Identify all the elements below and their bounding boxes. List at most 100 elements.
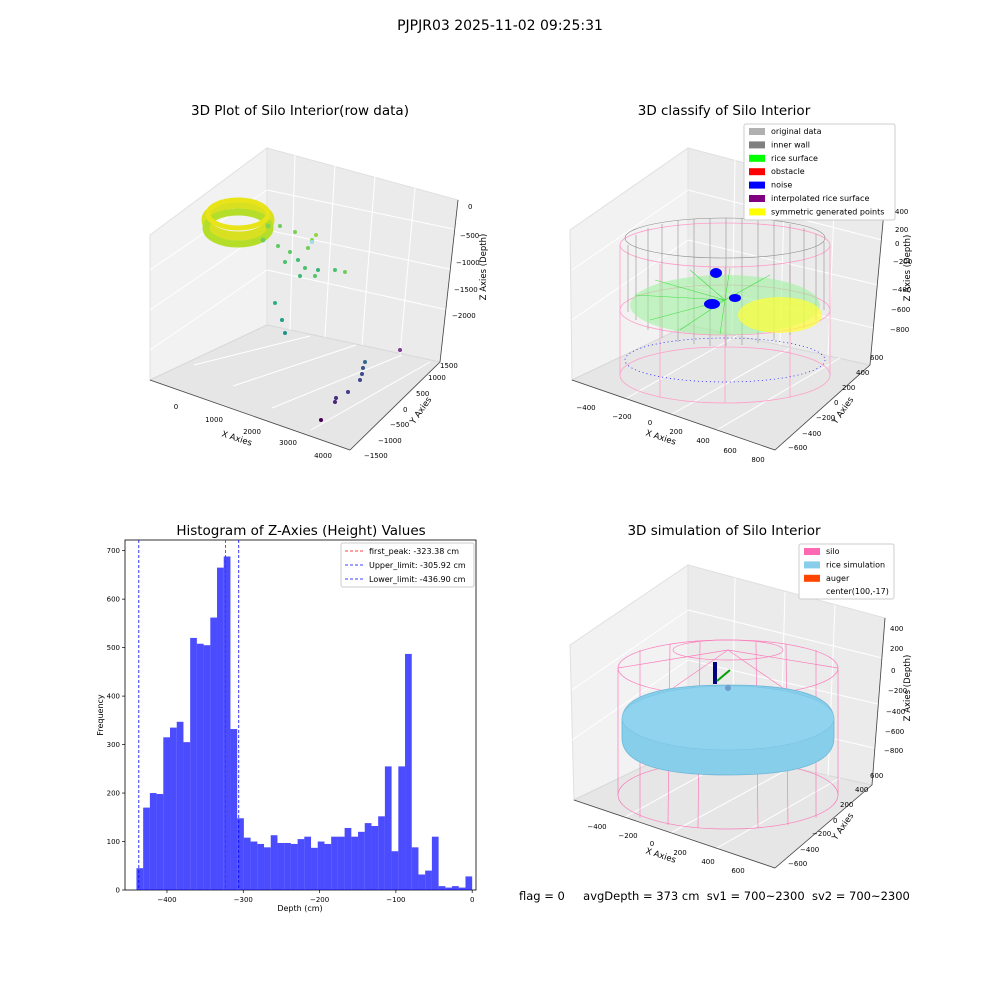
legend-label: auger — [826, 574, 850, 583]
histogram-bar — [297, 839, 305, 890]
legend-swatch — [804, 561, 820, 569]
z-tick: 400 — [890, 625, 903, 633]
x-tick: −400 — [587, 823, 606, 831]
histogram-bar — [277, 842, 285, 890]
histogram-bar — [237, 818, 244, 890]
histogram-bar — [290, 843, 298, 890]
histogram-bar — [351, 836, 359, 890]
y-tick: 200 — [840, 801, 853, 809]
reference-lines — [138, 540, 240, 890]
histogram-bar — [324, 843, 332, 890]
histogram-bar — [270, 835, 278, 890]
x-tick: 4000 — [314, 452, 332, 460]
legend-label: silo — [826, 547, 840, 556]
legend: original data inner wall rice surface obsta… — [743, 123, 896, 221]
x-tick-label: −200 — [310, 896, 329, 904]
pane-back — [266, 147, 459, 363]
y-tick: −200 — [816, 414, 835, 422]
y-tick: −500 — [390, 421, 409, 429]
y-tick-label: 200 — [107, 790, 120, 798]
x-tick: 400 — [696, 437, 709, 445]
histogram-bar — [344, 827, 352, 890]
histogram-bar — [243, 837, 251, 890]
histogram-legend: first_peak: -323.38 cm Upper_limit: -305.… — [340, 542, 475, 588]
legend-swatch — [749, 154, 765, 162]
histogram-bar — [458, 887, 466, 890]
noise-ring — [624, 337, 826, 383]
legend-swatch — [749, 168, 765, 176]
legend-label: original data — [771, 127, 822, 136]
x-axis-label: Depth (cm) — [277, 904, 322, 913]
y-tick: −1000 — [378, 437, 402, 445]
z-tick: −800 — [884, 747, 903, 755]
histogram-bar — [445, 887, 453, 890]
noise-points — [704, 268, 741, 309]
y-tick: 400 — [856, 369, 869, 377]
y-tick: 0 — [833, 817, 837, 825]
flag-value: flag = 0 — [519, 889, 565, 903]
z-tick: 0 — [891, 667, 895, 675]
legend-label: rice surface — [771, 154, 818, 163]
histogram-bar — [431, 836, 439, 890]
panel-title-histogram: Histogram of Z-Axies (Height) Values — [176, 523, 426, 539]
x-tick: 3000 — [279, 439, 297, 447]
z-tick: −200 — [888, 687, 907, 695]
y-tick-label: 400 — [107, 693, 120, 701]
y-tick: −400 — [800, 846, 819, 854]
z-axis-label: Z Axies (Depth) — [903, 235, 913, 302]
x-tick: 0 — [174, 403, 178, 411]
y-tick: 200 — [842, 384, 855, 392]
histogram-bar — [364, 823, 372, 890]
histogram-bar — [196, 643, 204, 890]
histogram-bar — [398, 766, 406, 890]
histogram-bar — [170, 727, 177, 890]
y-tick-label: 600 — [107, 596, 120, 604]
z-axis-label: Z Axies (Depth) — [479, 234, 489, 301]
panel-title-simulation: 3D simulation of Silo Interior — [627, 523, 821, 539]
histogram-bar — [411, 847, 419, 890]
x-tick: 600 — [731, 867, 744, 875]
y-tick: 600 — [870, 354, 883, 362]
y-tick: 1500 — [440, 362, 458, 370]
sv1-value: sv1 = 700~2300 — [706, 889, 805, 903]
histogram-bar — [149, 793, 157, 890]
legend-swatch — [749, 195, 765, 202]
y-tick-label: 500 — [107, 644, 120, 652]
y-axis-label: Frequency — [96, 694, 105, 736]
auger — [713, 662, 731, 691]
sv2-value: sv2 = 700~2300 — [811, 889, 910, 903]
legend-swatch — [749, 141, 765, 149]
raw-ring-points — [201, 197, 275, 248]
x-tick-label: 0 — [470, 896, 474, 904]
figure-title: PJPJR03 2025-11-02 09:25:31 — [397, 18, 603, 34]
x-tick: 200 — [669, 428, 682, 436]
y-tick-label: 100 — [107, 838, 120, 846]
y-tick: −200 — [812, 830, 831, 838]
x-tick-label: −100 — [386, 896, 405, 904]
legend-swatch — [749, 181, 765, 189]
y-tick-label: 700 — [107, 547, 120, 555]
y-axis-ticks: 0 100 200 300 400 500 600 700 — [107, 547, 125, 895]
x-tick: 800 — [751, 456, 764, 464]
y-tick: 0 — [834, 399, 838, 407]
histogram-chart: −400 −300 −200 −100 0 0 100 200 300 400 500 600 700… — [96, 539, 477, 913]
legend-label: Lower_limit: -436.90 cm — [369, 575, 466, 584]
histogram-bar — [250, 841, 258, 890]
y-tick: −1500 — [364, 452, 388, 460]
histogram-bar — [156, 794, 164, 890]
legend-swatch — [749, 208, 765, 216]
symmetric-generated-points — [738, 297, 822, 333]
legend-swatch — [804, 574, 820, 582]
z-tick: −200 — [893, 258, 912, 266]
z-tick: 200 — [890, 645, 903, 653]
x-tick: 0 — [650, 840, 654, 848]
histogram-bar — [217, 567, 224, 890]
z-tick: −2000 — [452, 312, 476, 320]
histogram-bar — [210, 617, 218, 890]
x-tick: −200 — [612, 413, 631, 421]
legend-label: interpolated rice surface — [771, 194, 869, 203]
x-tick: 400 — [701, 858, 714, 866]
histogram-bars — [136, 556, 473, 890]
legend-swatch — [804, 548, 820, 555]
